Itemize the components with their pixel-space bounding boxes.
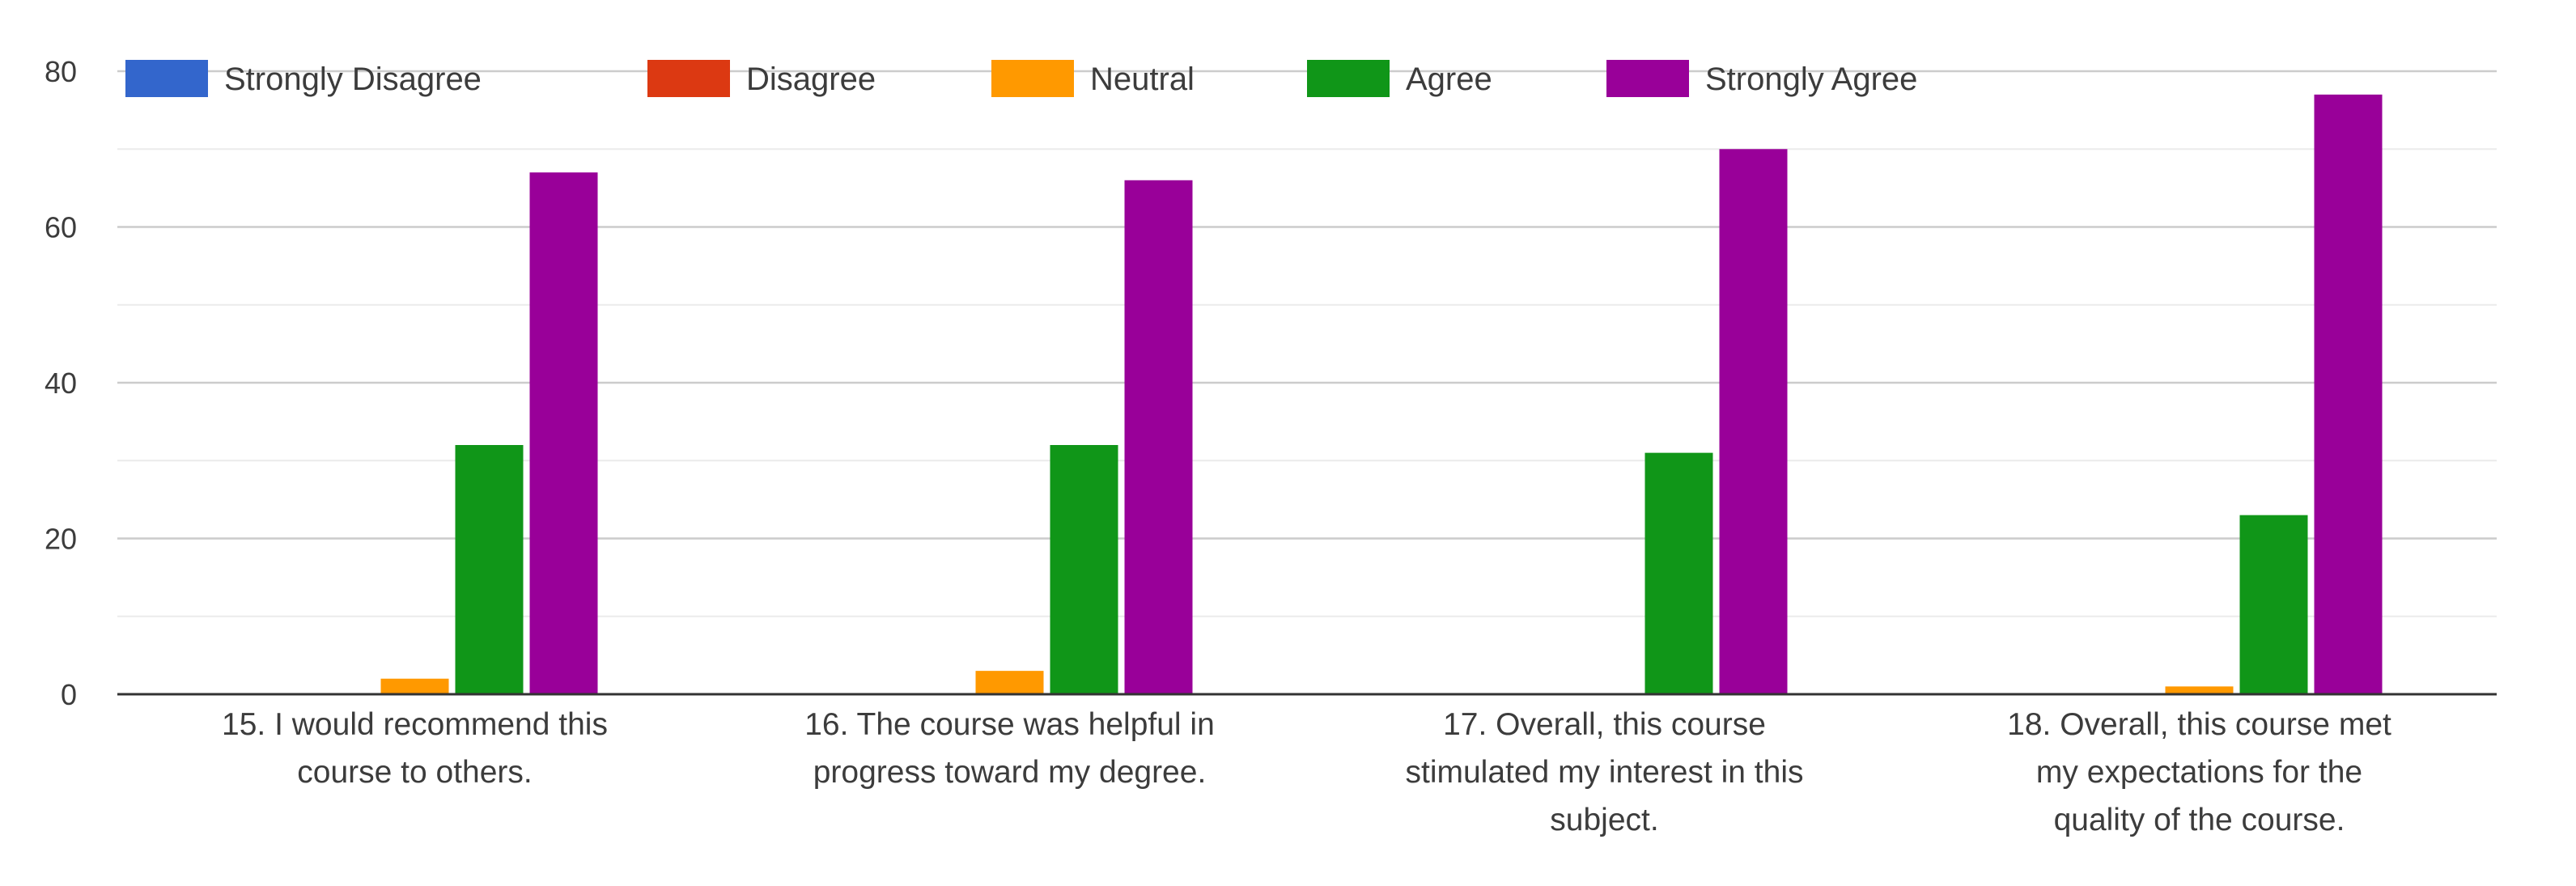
x-category-label: 17. Overall, this course stimulated my in…	[1405, 707, 1803, 837]
x-category-label-line: 17. Overall, this course	[1443, 707, 1766, 742]
legend-swatch	[647, 60, 730, 97]
legend-label: Agree	[1406, 61, 1492, 97]
x-category-label-line: subject.	[1550, 803, 1658, 837]
bar-strongly-agree	[1719, 149, 1788, 694]
bar-neutral	[2165, 686, 2234, 694]
x-category-label-line: 18. Overall, this course met	[2007, 707, 2391, 742]
x-category-label-line: 15. I would recommend this	[222, 707, 608, 742]
bars	[380, 94, 2383, 694]
bar-agree	[2239, 515, 2308, 694]
x-category-label: 18. Overall, this course met my expectati…	[2007, 707, 2391, 837]
legend-label: Neutral	[1090, 61, 1195, 97]
legend-label: Disagree	[746, 61, 876, 97]
y-tick-label: 20	[45, 523, 77, 556]
bar-agree	[455, 445, 524, 694]
x-category-label-line: course to others.	[297, 755, 532, 790]
legend: Strongly Disagree Disagree Neutral Agree Str…	[125, 60, 1917, 97]
bar-neutral	[975, 671, 1044, 694]
bar-strongly-agree	[2314, 94, 2383, 694]
legend-label: Strongly Disagree	[224, 61, 482, 97]
y-tick-label: 0	[61, 678, 77, 711]
x-category-label: 15. I would recommend this course to othe…	[222, 707, 608, 790]
bar-strongly-agree	[529, 172, 598, 694]
y-tick-label: 40	[45, 367, 77, 400]
bar-agree	[1644, 452, 1713, 694]
y-axis: 0 20 40 60 80	[45, 55, 77, 711]
bar-strongly-agree	[1124, 180, 1193, 694]
legend-swatch	[1606, 60, 1689, 97]
y-tick-label: 80	[45, 55, 77, 88]
x-category-label-line: progress toward my degree.	[813, 755, 1207, 790]
x-axis: 15. I would recommend this course to othe…	[222, 707, 2391, 837]
bar-neutral	[380, 678, 449, 694]
bar-agree	[1050, 445, 1118, 694]
x-category-label-line: stimulated my interest in this	[1405, 755, 1803, 790]
legend-swatch	[991, 60, 1074, 97]
legend-label: Strongly Agree	[1705, 61, 1917, 97]
legend-swatch	[125, 60, 208, 97]
x-category-label-line: my expectations for the	[2036, 755, 2362, 790]
x-category-label: 16. The course was helpful in progress to…	[804, 707, 1215, 790]
x-category-label-line: quality of the course.	[2054, 803, 2345, 837]
x-category-label-line: 16. The course was helpful in	[804, 707, 1215, 742]
legend-swatch	[1307, 60, 1390, 97]
y-tick-label: 60	[45, 211, 77, 244]
